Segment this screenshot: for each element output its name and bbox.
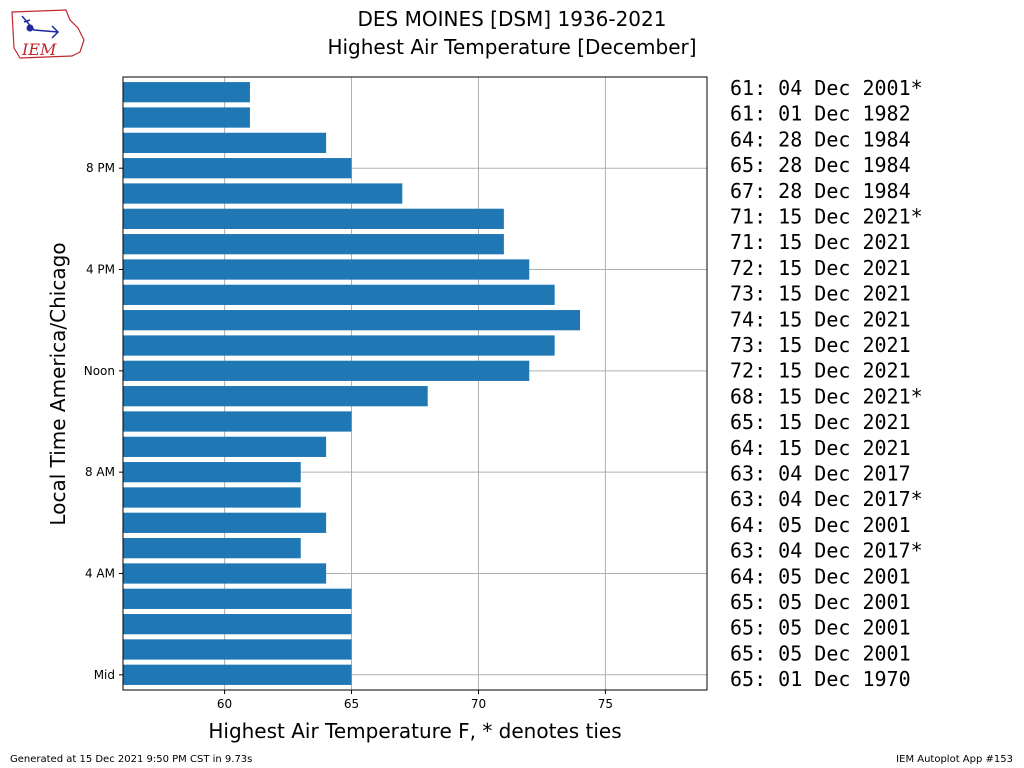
bar-hour-12 xyxy=(123,360,530,381)
record-label: 63: 04 Dec 2017 xyxy=(730,462,911,486)
record-label: 65: 01 Dec 1970 xyxy=(730,667,911,691)
logo-arrow-icon xyxy=(21,15,60,39)
record-label: 65: 05 Dec 2001 xyxy=(730,616,911,640)
bar-hour-8 xyxy=(123,462,301,483)
record-label: 64: 05 Dec 2001 xyxy=(730,513,911,537)
y-tick-label: 4 PM xyxy=(86,263,115,277)
x-ticks: 60 65 70 75 xyxy=(217,690,613,711)
x-tick-label: 70 xyxy=(471,697,486,711)
x-tick-label: 75 xyxy=(598,697,613,711)
x-tick-label: 60 xyxy=(217,697,232,711)
bars xyxy=(123,82,581,685)
record-label: 65: 05 Dec 2001 xyxy=(730,641,911,665)
bar-hour-21 xyxy=(123,132,327,153)
record-label: 71: 15 Dec 2021 xyxy=(730,230,911,254)
record-label: 61: 04 Dec 2001* xyxy=(730,76,923,100)
record-label: 65: 15 Dec 2021 xyxy=(730,410,911,434)
x-tick-label: 65 xyxy=(344,697,359,711)
y-ticks: Mid 4 AM 8 AM Noon 4 PM 8 PM xyxy=(84,161,123,682)
y-tick-label: 4 AM xyxy=(85,566,115,580)
bar-hour-5 xyxy=(123,538,301,559)
bar-hour-14 xyxy=(123,310,581,331)
iem-logo: IEM xyxy=(11,9,85,59)
footer-app: IEM Autoplot App #153 xyxy=(896,754,1013,765)
bar-hour-17 xyxy=(123,234,504,255)
bar-hour-9 xyxy=(123,436,327,457)
bar-hour-15 xyxy=(123,284,555,305)
y-tick-label: 8 AM xyxy=(85,465,115,479)
bar-hour-10 xyxy=(123,411,352,432)
bar-hour-19 xyxy=(123,183,403,204)
record-label: 61: 01 Dec 1982 xyxy=(730,102,911,126)
bar-hour-11 xyxy=(123,386,428,407)
bar-hour-13 xyxy=(123,335,555,356)
record-label: 72: 15 Dec 2021 xyxy=(730,359,911,383)
record-label: 72: 15 Dec 2021 xyxy=(730,256,911,280)
bar-hour-1 xyxy=(123,639,352,660)
bar-hour-22 xyxy=(123,107,250,128)
y-tick-label: Noon xyxy=(84,364,115,378)
record-label: 63: 04 Dec 2017* xyxy=(730,539,923,563)
bar-hour-16 xyxy=(123,259,530,280)
record-label: 65: 05 Dec 2001 xyxy=(730,590,911,614)
bar-hour-7 xyxy=(123,487,301,508)
record-label: 73: 15 Dec 2021 xyxy=(730,282,911,306)
y-axis-label: Local Time America/Chicago xyxy=(46,242,70,525)
bar-hour-2 xyxy=(123,614,352,635)
bar-hour-0 xyxy=(123,664,352,685)
bar-hour-3 xyxy=(123,588,352,609)
record-label: 73: 15 Dec 2021 xyxy=(730,333,911,357)
record-label: 65: 28 Dec 1984 xyxy=(730,153,911,177)
footer-generated: Generated at 15 Dec 2021 9:50 PM CST in … xyxy=(10,754,252,765)
record-label: 68: 15 Dec 2021* xyxy=(730,384,923,408)
record-label: 64: 15 Dec 2021 xyxy=(730,436,911,460)
bar-hour-20 xyxy=(123,158,352,179)
record-label: 74: 15 Dec 2021 xyxy=(730,307,911,331)
bar-hour-4 xyxy=(123,563,327,584)
record-label: 67: 28 Dec 1984 xyxy=(730,179,911,203)
iowa-outline-icon xyxy=(11,9,85,59)
record-label: 63: 04 Dec 2017* xyxy=(730,487,923,511)
bar-hour-6 xyxy=(123,512,327,533)
chart-title: DES MOINES [DSM] 1936-2021 xyxy=(358,7,667,31)
bar-hour-18 xyxy=(123,208,504,229)
y-tick-label: Mid xyxy=(94,668,115,682)
logo-text: IEM xyxy=(21,40,57,59)
record-label: 64: 05 Dec 2001 xyxy=(730,564,911,588)
x-axis-label: Highest Air Temperature F, * denotes tie… xyxy=(208,719,621,743)
record-label: 71: 15 Dec 2021* xyxy=(730,205,923,229)
bar-hour-23 xyxy=(123,82,250,103)
chart-subtitle: Highest Air Temperature [December] xyxy=(327,35,696,59)
y-tick-label: 8 PM xyxy=(86,161,115,175)
plot-frame xyxy=(122,76,708,691)
record-label: 64: 28 Dec 1984 xyxy=(730,127,911,151)
